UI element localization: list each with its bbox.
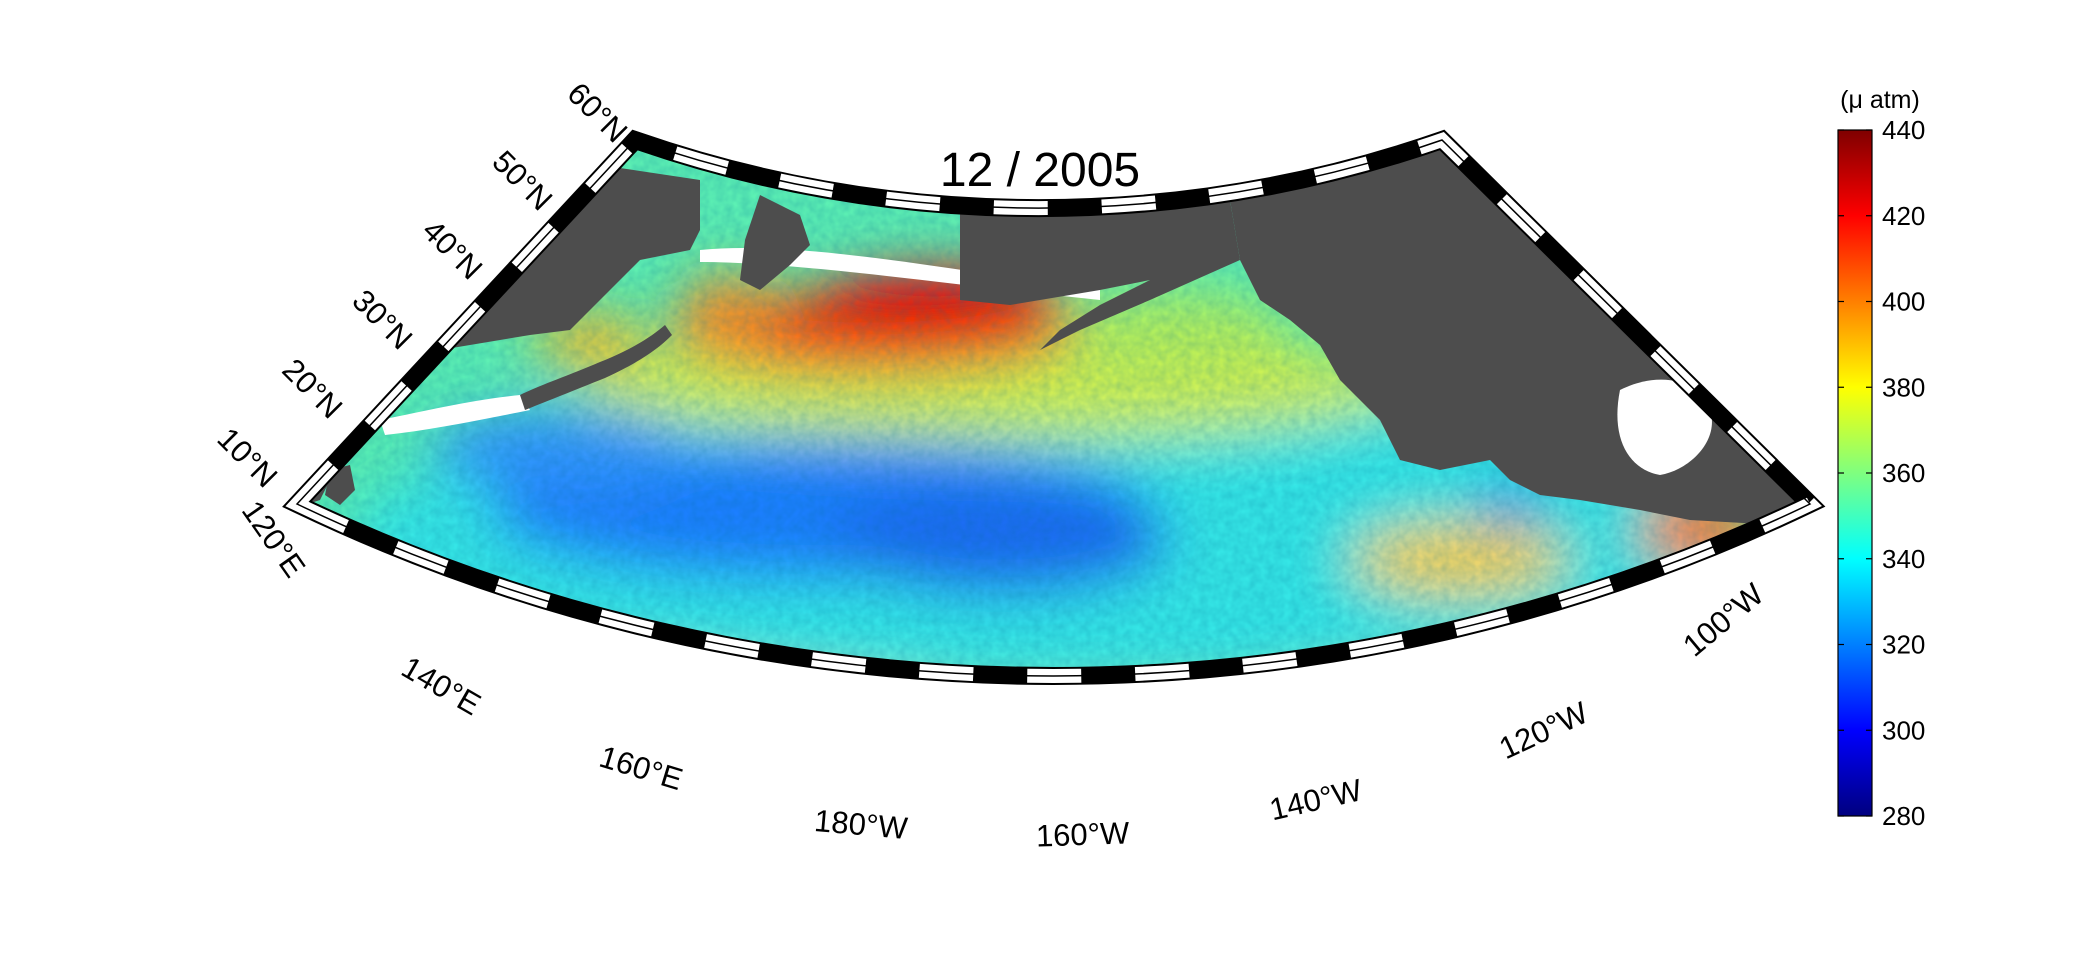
land-kamchatka xyxy=(740,195,810,290)
map-title: 12 / 2005 xyxy=(940,144,1140,197)
land-japan xyxy=(520,325,672,410)
lon-label-140w: 140°W xyxy=(1266,772,1366,827)
no-data-strip-asia xyxy=(380,395,530,435)
lon-label-140e: 140°E xyxy=(396,650,487,723)
lon-label-120w: 120°W xyxy=(1494,695,1594,766)
hudson-bay xyxy=(1617,379,1712,475)
colorbar-tick-label: 440 xyxy=(1882,115,1925,145)
colorbar-tick-label: 280 xyxy=(1882,801,1925,831)
lat-label-50n: 50°N xyxy=(486,144,560,218)
lat-label-60n: 60°N xyxy=(561,76,635,150)
lon-label-100w: 100°W xyxy=(1676,576,1771,663)
colorbar-tick-label: 340 xyxy=(1882,544,1925,574)
colorbar-unit-label: (μ atm) xyxy=(1840,86,1920,114)
lat-label-40n: 40°N xyxy=(416,213,490,287)
lat-label-10n: 10°N xyxy=(211,421,285,495)
colorbar-tick-label: 420 xyxy=(1882,201,1925,231)
map-frame xyxy=(282,129,1826,685)
lat-label-30n: 30°N xyxy=(346,283,420,357)
frame-inner-line xyxy=(295,139,1812,677)
colorbar: (μ atm) 440 420 400 380 360 340 320 300 280 xyxy=(1837,86,1925,831)
colorbar-tick-label: 400 xyxy=(1882,287,1925,317)
lon-label-160w: 160°W xyxy=(1035,815,1130,853)
lat-label-20n: 20°N xyxy=(276,352,350,426)
lon-label-180w: 180°W xyxy=(813,803,910,846)
land-hawaii xyxy=(1090,688,1130,712)
colorbar-tick-label: 360 xyxy=(1882,458,1925,488)
colorbar-tick-label: 380 xyxy=(1882,372,1925,402)
colorbar-ticks: 440 420 400 380 360 340 320 300 280 xyxy=(1838,115,1925,831)
colorbar-tick-label: 320 xyxy=(1882,630,1925,660)
colorbar-tick-label: 300 xyxy=(1882,715,1925,745)
lon-label-160e: 160°E xyxy=(595,739,686,797)
